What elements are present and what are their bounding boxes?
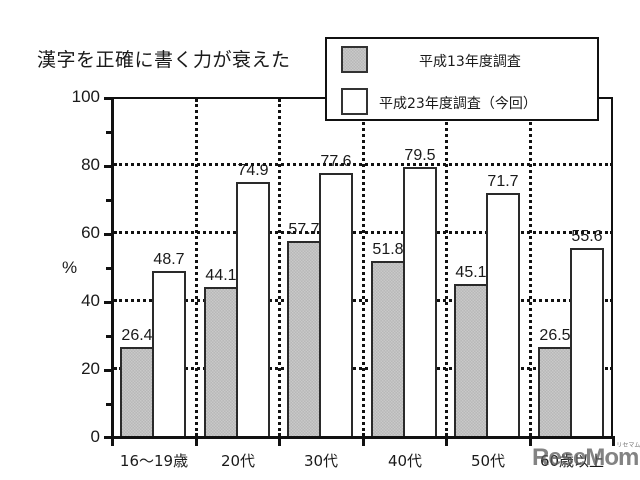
bar-old: [287, 241, 321, 437]
legend-label-new: 平成23年度調査（今回）: [379, 96, 537, 112]
category-label: 16〜19歳: [119, 452, 189, 470]
category-label: 40代: [387, 452, 423, 470]
vgrid-4: [445, 99, 448, 436]
category-label: 30代: [303, 452, 339, 470]
chart-title: 漢字を正確に書く力が衰えた: [37, 49, 291, 71]
value-label: 79.5: [404, 147, 436, 164]
bar-new: [486, 193, 520, 437]
xtick-1: [195, 437, 198, 446]
legend: 平成13年度調査 平成23年度調査（今回）: [325, 37, 599, 121]
y-axis: [111, 97, 114, 439]
xtick-6: [612, 437, 615, 446]
legend-swatch-old: [341, 46, 368, 73]
watermark-subtext: リセマム: [616, 443, 640, 449]
vgrid-1: [195, 99, 198, 436]
xtick-5: [529, 437, 532, 446]
y-axis-unit: %: [62, 258, 78, 277]
vgrid-5: [529, 99, 532, 436]
ytick-label-80: 80: [81, 155, 100, 174]
value-label: 48.7: [153, 251, 185, 268]
bar-old: [454, 284, 488, 437]
value-label: 26.4: [121, 327, 153, 344]
ytick-0: [104, 436, 112, 439]
value-label: 44.1: [205, 267, 237, 284]
xtick-0: [111, 437, 114, 446]
ytick-20: [104, 369, 112, 372]
xtick-3: [362, 437, 365, 446]
vgrid-3: [362, 99, 365, 436]
value-label: 74.9: [237, 162, 269, 179]
ytick-label-60: 60: [81, 223, 100, 242]
bar-old: [371, 261, 405, 437]
xtick-4: [445, 437, 448, 446]
bar-new: [236, 182, 270, 437]
ytick-70: [106, 199, 112, 202]
category-label: 20代: [220, 452, 256, 470]
ytick-90: [106, 131, 112, 134]
bar-new: [152, 271, 186, 437]
bar-old: [120, 347, 154, 437]
value-label: 26.5: [539, 327, 571, 344]
vgrid-2: [278, 99, 281, 436]
value-label: 77.6: [320, 153, 352, 170]
bar-new: [319, 173, 353, 437]
category-label: 60歳以上: [539, 452, 605, 470]
ytick-label-20: 20: [81, 359, 100, 378]
ytick-label-40: 40: [81, 291, 100, 310]
value-label: 51.8: [372, 241, 404, 258]
bar-old: [538, 347, 572, 437]
ytick-60: [104, 233, 112, 236]
value-label: 55.6: [571, 228, 603, 245]
ytick-label-0: 0: [90, 427, 100, 446]
watermark-logo: ReseMom リセマム: [532, 443, 640, 472]
category-label: 50代: [470, 452, 506, 470]
ytick-label-100: 100: [71, 87, 100, 106]
value-label: 71.7: [487, 173, 519, 190]
legend-swatch-new: [341, 88, 368, 115]
value-label: 57.7: [288, 221, 320, 238]
ytick-30: [106, 335, 112, 338]
ytick-50: [106, 267, 112, 270]
ytick-40: [104, 301, 112, 304]
xtick-2: [278, 437, 281, 446]
bar-old: [204, 287, 238, 437]
value-label: 45.1: [455, 264, 487, 281]
ytick-80: [104, 165, 112, 168]
ytick-100: [104, 97, 112, 100]
legend-label-old: 平成13年度調査: [419, 54, 521, 70]
watermark-text: ReseMom: [532, 444, 639, 471]
bar-new: [570, 248, 604, 437]
ytick-10: [106, 403, 112, 406]
bar-new: [403, 167, 437, 437]
